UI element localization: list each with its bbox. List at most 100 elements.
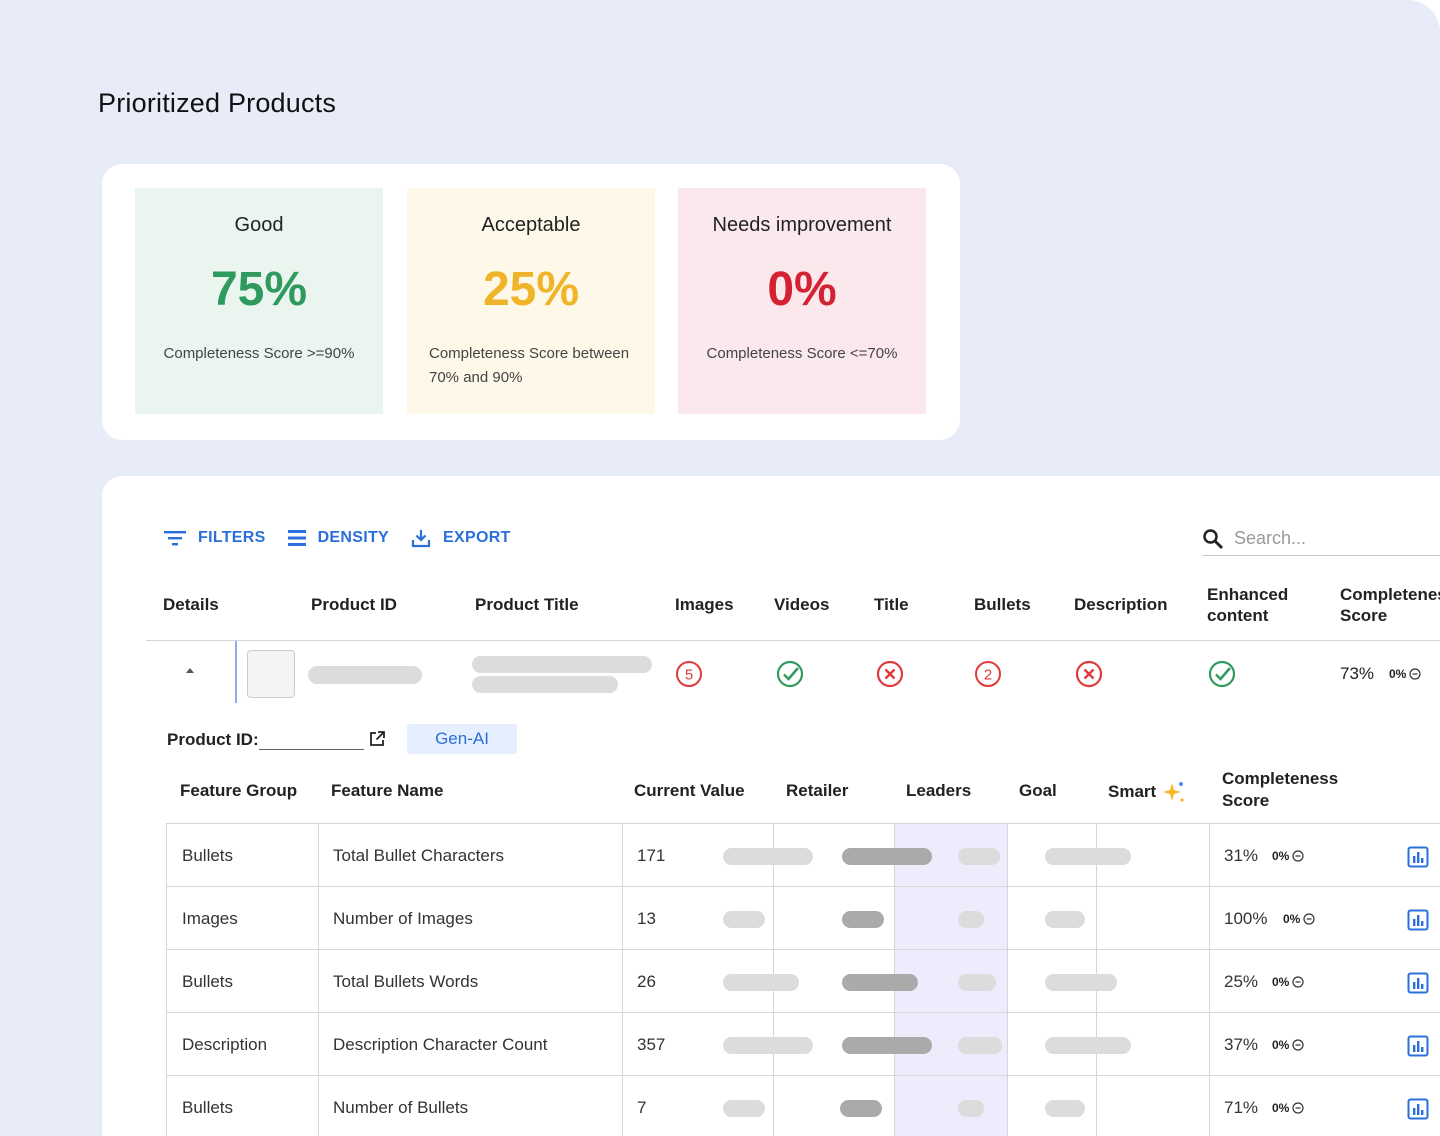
gen-ai-button[interactable]: Gen-AI <box>407 724 517 754</box>
feature-row[interactable]: Description Description Character Count 35… <box>166 1012 1440 1076</box>
feature-group-cell: Bullets <box>182 972 234 991</box>
retailer-placeholder <box>723 911 765 928</box>
column-divider <box>622 950 623 1013</box>
score-delta: 0% <box>1272 1101 1304 1115</box>
leaders-placeholder <box>840 1100 882 1117</box>
column-divider <box>622 1013 623 1076</box>
summary-card: Good 75% Completeness Score >=90% Accept… <box>102 164 960 440</box>
feature-group-cell: Bullets <box>182 1098 234 1117</box>
current-value-cell: 7 <box>637 1098 647 1117</box>
col-smart-label: Smart <box>1108 782 1157 801</box>
export-button[interactable]: EXPORT <box>411 528 511 548</box>
goal-placeholder <box>958 848 1000 865</box>
column-divider <box>622 887 623 950</box>
filters-button[interactable]: FILTERS <box>164 529 266 547</box>
completeness-score-cell: 37% <box>1224 1035 1259 1054</box>
col-feature-group[interactable]: Feature Group <box>180 781 298 800</box>
score-delta-value: 0% <box>1272 1101 1290 1115</box>
col-current-value[interactable]: Current Value <box>634 781 745 800</box>
density-button[interactable]: DENSITY <box>287 529 389 547</box>
column-divider <box>622 824 623 887</box>
feature-group-cell: Description <box>182 1035 268 1054</box>
col-leaders[interactable]: Leaders <box>906 781 972 800</box>
bar-chart-icon <box>1407 1035 1429 1057</box>
column-divider <box>318 1013 319 1076</box>
feature-name-cell: Number of Bullets <box>333 1098 469 1117</box>
download-icon <box>411 530 431 548</box>
col-details[interactable]: Details <box>163 595 219 614</box>
bar-chart-icon <box>1407 909 1429 931</box>
collapse-chevron-icon[interactable] <box>184 666 196 674</box>
score-delta-value: 0% <box>1272 849 1290 863</box>
good-label: Good <box>234 214 284 236</box>
col-product-title[interactable]: Product Title <box>475 595 579 614</box>
col-feature-name[interactable]: Feature Name <box>331 781 444 800</box>
bar-chart-button[interactable] <box>1407 1098 1429 1125</box>
col-bullets[interactable]: Bullets <box>974 595 1031 614</box>
col-enhanced-content[interactable]: Enhanced content <box>1207 584 1288 626</box>
enhanced-check-circle-icon <box>1208 660 1236 688</box>
col-completeness-score[interactable]: Completeness Score <box>1340 584 1440 626</box>
column-divider <box>1007 950 1008 1013</box>
col-enhanced-line1: Enhanced <box>1207 585 1289 604</box>
good-description: Completeness Score >=90% <box>163 345 355 362</box>
col-title[interactable]: Title <box>874 595 909 614</box>
images-circled-number-icon: 5 <box>676 661 702 687</box>
col-description[interactable]: Description <box>1074 595 1168 614</box>
product-thumbnail[interactable] <box>247 650 295 698</box>
score-delta: 0% <box>1283 912 1315 926</box>
product-id-placeholder <box>308 666 422 684</box>
col-sub-completeness-score[interactable]: Completeness Score <box>1222 768 1338 812</box>
feature-row[interactable]: Bullets Total Bullet Characters 171 31% 0% <box>166 823 1440 887</box>
bar-chart-button[interactable] <box>1407 909 1429 936</box>
column-divider <box>1209 824 1210 887</box>
col-goal[interactable]: Goal <box>1019 781 1057 800</box>
retailer-placeholder <box>723 1037 813 1054</box>
column-divider <box>1007 1076 1008 1136</box>
bar-chart-button[interactable] <box>1407 972 1429 999</box>
col-retailer[interactable]: Retailer <box>786 781 849 800</box>
acceptable-value: 25% <box>482 263 580 316</box>
leaders-placeholder <box>842 911 884 928</box>
col-images[interactable]: Images <box>675 595 734 614</box>
feature-row[interactable]: Bullets Number of Bullets 7 71% 0% <box>166 1075 1440 1136</box>
smart-placeholder <box>1045 911 1085 928</box>
column-divider <box>1007 824 1008 887</box>
feature-row[interactable]: Images Number of Images 13 100% 0% <box>166 886 1440 950</box>
feature-row[interactable]: Bullets Total Bullets Words 26 25% 0% <box>166 949 1440 1013</box>
bar-chart-button[interactable] <box>1407 1035 1429 1062</box>
current-value-cell: 171 <box>637 846 666 865</box>
export-label: EXPORT <box>443 529 511 546</box>
col-videos[interactable]: Videos <box>774 595 830 614</box>
needs-improvement-tile: Needs improvement 0% Completeness Score … <box>678 188 926 414</box>
acceptable-label: Acceptable <box>481 214 581 236</box>
bar-chart-button[interactable] <box>1407 846 1429 873</box>
videos-check-circle-icon <box>776 660 804 688</box>
header-divider <box>146 640 1440 641</box>
title-x-circle-icon <box>876 660 904 688</box>
feature-group-cell: Images <box>182 909 238 928</box>
search-input[interactable] <box>1234 528 1440 549</box>
neutral-trend-icon <box>1292 1039 1304 1051</box>
score-delta-value: 0% <box>1283 912 1301 926</box>
bullets-circled-number-icon: 2 <box>975 661 1001 687</box>
column-divider <box>318 950 319 1013</box>
product-id-value <box>259 732 364 750</box>
column-divider <box>1209 887 1210 950</box>
feature-name-cell: Total Bullets Words <box>333 972 479 991</box>
col-sub-completeness-line1: Completeness <box>1222 769 1339 788</box>
bar-chart-icon <box>1407 1098 1429 1120</box>
products-table-card: FILTERS DENSITY EXPORT Details Product I… <box>102 476 1440 1136</box>
product-delta-value: 0% <box>1389 667 1407 681</box>
product-id-label: Product ID: <box>167 730 259 749</box>
external-link-icon[interactable] <box>368 730 386 748</box>
col-smart[interactable]: Smart <box>1108 780 1186 804</box>
images-count: 5 <box>685 667 693 684</box>
goal-placeholder <box>958 1037 1002 1054</box>
col-product-id[interactable]: Product ID <box>311 595 397 614</box>
goal-placeholder <box>958 974 996 991</box>
completeness-score-cell: 31% <box>1224 846 1259 865</box>
density-icon <box>287 530 306 546</box>
needs-improvement-label: Needs improvement <box>712 214 892 236</box>
